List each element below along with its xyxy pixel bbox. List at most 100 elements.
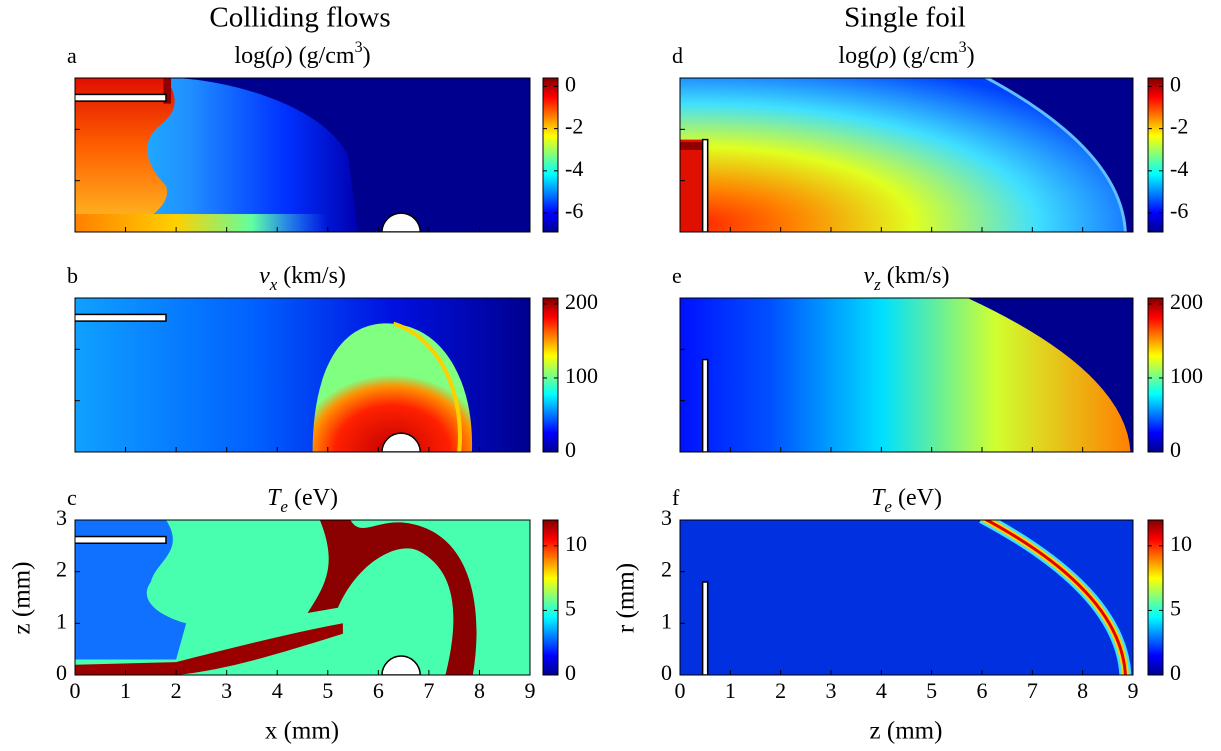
x-tick-label: 6 [373, 678, 384, 703]
title-part: T [267, 485, 282, 511]
title-part: 3 [959, 39, 967, 56]
x-tick-label: 4 [876, 678, 887, 703]
x-tick-label: 7 [1027, 678, 1038, 703]
field-region [680, 298, 1131, 452]
field-region [75, 78, 175, 217]
y-tick-label: 2 [56, 557, 67, 582]
plot-frame [74, 519, 531, 676]
x-tick-label: 2 [171, 678, 182, 703]
title-part: log( [234, 43, 273, 69]
field-region [312, 323, 473, 452]
colorbar-tick-label: -6 [565, 198, 583, 223]
foil [701, 138, 709, 232]
y-tick-label: 3 [661, 505, 672, 530]
panel-label: c [67, 485, 77, 510]
colorbar-tick-label: 5 [565, 595, 576, 620]
title-part: e [884, 497, 892, 516]
panel-label: a [67, 43, 77, 68]
field-region [983, 78, 1127, 232]
colorbar-tick-label: 0 [1170, 437, 1181, 462]
field-region [680, 78, 1126, 232]
colorbar [1147, 297, 1164, 453]
colorbar [1147, 77, 1164, 233]
colorbar [542, 519, 559, 676]
x-tick-label: 5 [322, 678, 333, 703]
title-part: ) (g/cm [889, 43, 959, 69]
x-tick-label: 0 [70, 678, 81, 703]
colorbar-tick-label: 0 [565, 437, 576, 462]
colorbar [542, 77, 559, 233]
colorbar-tick-label: 200 [565, 289, 598, 314]
panel-title: vx (km/s) [259, 263, 346, 295]
colorbar-tick-label: -2 [1170, 114, 1188, 139]
x-tick-label: 6 [977, 678, 988, 703]
colorbar-tick-label: 10 [1170, 531, 1192, 556]
title-part: ) [363, 43, 371, 69]
field-region [392, 321, 462, 452]
panel-title: Te (eV) [871, 485, 942, 517]
title-part: (eV) [288, 485, 338, 511]
colorbar-tick-label: 200 [1170, 289, 1203, 314]
panel-title: vz (km/s) [864, 263, 950, 295]
colorbar [542, 297, 559, 453]
field-region [163, 78, 172, 104]
obstacle [381, 212, 422, 232]
y-tick-label: 1 [56, 608, 67, 633]
x-tick-label: 9 [1128, 678, 1139, 703]
colorbar-tick-label: -4 [1170, 156, 1188, 181]
colorbar-tick-label: 10 [565, 531, 587, 556]
colorbar-tick-label: 0 [1170, 660, 1181, 685]
x-axis-label: x (mm) [265, 718, 339, 745]
colorbar-tick-label: -2 [565, 114, 583, 139]
x-tick-label: 0 [675, 678, 686, 703]
colorbar-tick-label: 100 [1170, 363, 1203, 388]
field-region [680, 139, 703, 232]
colorbar-tick-label: 5 [1170, 595, 1181, 620]
panel-label: f [672, 485, 680, 510]
plot-frame [679, 297, 1134, 453]
foil [75, 93, 167, 102]
plot-frame [679, 77, 1134, 233]
title-part: 3 [355, 39, 363, 56]
x-tick-label: 3 [221, 678, 232, 703]
field-map [75, 520, 530, 675]
title-part: v [259, 263, 270, 289]
panel-title: Te (eV) [267, 485, 338, 517]
x-tick-label: 9 [525, 678, 536, 703]
x-tick-label: 8 [1077, 678, 1088, 703]
title-part: (km/s) [881, 263, 950, 289]
plot-frame [74, 77, 531, 233]
field-map [75, 78, 530, 232]
obstacle [381, 432, 422, 452]
y-tick-label: 3 [56, 505, 67, 530]
field-region [75, 214, 328, 232]
colorbar-tick-label: -6 [1170, 198, 1188, 223]
plot-frame [74, 297, 531, 453]
panel-label: d [672, 43, 683, 68]
field-background [680, 520, 1133, 675]
field-region [75, 623, 343, 675]
y-axis-label: z (mm) [9, 562, 36, 635]
title-part: e [280, 497, 288, 516]
y-tick-label: 0 [56, 660, 67, 685]
field-region [307, 520, 477, 675]
column-title: Single foil [844, 2, 966, 34]
title-part: (km/s) [277, 263, 346, 289]
title-part: x [269, 275, 278, 294]
colorbar-tick-label: 100 [565, 363, 598, 388]
x-tick-label: 3 [826, 678, 837, 703]
title-part: ρ [876, 43, 889, 69]
foil [701, 358, 709, 452]
plot-frame [679, 519, 1134, 676]
title-part: ρ [272, 43, 285, 69]
title-part: T [871, 485, 886, 511]
field-map [680, 298, 1133, 452]
foil [75, 313, 167, 322]
field-region [75, 520, 187, 660]
x-axis-label: z (mm) [870, 718, 943, 745]
y-tick-label: 2 [661, 557, 672, 582]
field-region [680, 142, 708, 150]
colorbar-tick-label: 0 [1170, 71, 1181, 96]
colorbar-tick-label: 0 [565, 660, 576, 685]
